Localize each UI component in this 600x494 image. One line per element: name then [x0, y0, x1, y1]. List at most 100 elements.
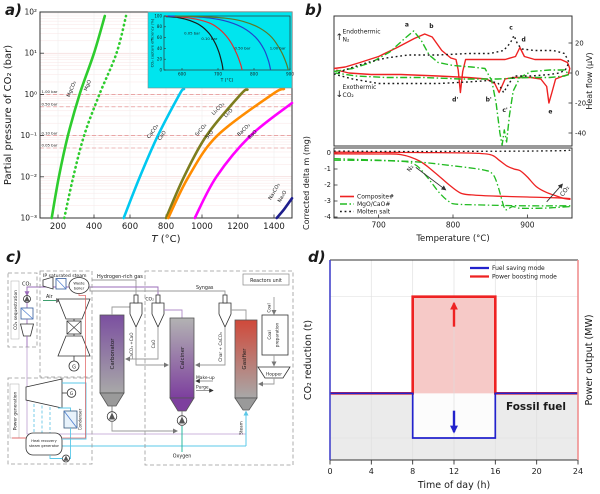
panel-d-chart: d) CO₂ reduction (t) Power output (MW) T…	[303, 248, 595, 491]
hf-tick-label: -20	[575, 99, 586, 107]
panel-b-chart: b) Heat flow (µV) Corrected delta m (mg)…	[302, 1, 594, 244]
peak-label-a: a	[405, 22, 409, 29]
legend-label: MgO/CaO#	[357, 201, 390, 208]
calciner-cone	[169, 397, 195, 412]
curve-label: CaO	[157, 130, 168, 142]
flue-gas-line	[62, 293, 86, 439]
gasifier-label: Gasifier	[242, 348, 248, 370]
a-x-axis-label: T (°C)	[151, 234, 180, 245]
carbonator-vessel	[99, 314, 125, 394]
coal-to-gasifier-line	[258, 378, 275, 387]
d-x-tick-label: 16	[490, 467, 500, 476]
panel-c-diagram: c) CO₂ sequestration CO₂	[6, 248, 294, 466]
gasifier-cone	[234, 397, 258, 411]
carbonator-label: Carbonator	[110, 338, 116, 370]
steam-turbine-icon	[25, 378, 63, 409]
hydrogen-rich-gas-line	[92, 279, 137, 295]
curve-label: BaO	[247, 129, 259, 141]
y-tick-label: 10⁰	[24, 90, 37, 99]
condensate-line	[69, 428, 71, 459]
peak-label-d: d	[522, 37, 526, 44]
hydrogen-rich-gas-label: Hydrogen-rich gas	[97, 274, 143, 280]
gt-compressor-icon	[57, 298, 91, 320]
endothermic-label: Endothermic	[343, 29, 381, 36]
endothermic-gas-label: N₂	[343, 37, 350, 44]
legend-label: Composite#	[357, 194, 394, 201]
panel-b-label: b)	[305, 1, 323, 19]
d-x-axis-label: Time of day (h)	[417, 480, 490, 491]
x-tick-label: 1000	[191, 222, 213, 232]
calciner-vessel	[169, 317, 195, 399]
feedwater-pump-impeller	[63, 455, 69, 461]
d-x-tick-label: 12	[449, 467, 459, 476]
pressure-line-label: 0.10 bar	[42, 130, 58, 135]
peak-label-e: e	[548, 109, 552, 116]
curve-BaCO3/BaO	[193, 101, 294, 220]
peak-label-b: b	[429, 23, 434, 30]
peak-label-d': d'	[452, 97, 458, 104]
reactors-unit: Reactors unit Hydrogen-rich gas Syngas C…	[97, 270, 294, 466]
y-tick-label: 10⁻³	[20, 214, 37, 223]
carbonator-cone	[99, 392, 125, 407]
peak-label-c': c'	[502, 107, 508, 114]
st-generator-icon	[66, 388, 77, 398]
main-steam-line	[62, 382, 87, 440]
curve-Li2CO3/Li2O	[166, 87, 286, 220]
tga-curve-MgO/CaO CO2 run	[333, 157, 571, 211]
inset-curve-label: 0.50 bar	[234, 45, 250, 50]
calciner-cyclone-outlet	[155, 294, 161, 304]
b-heatflow-axis-label: Heat flow (µV)	[585, 52, 594, 109]
steam-hx-diagonal	[55, 278, 67, 290]
calciner-riser	[164, 309, 183, 318]
curve-MgCO3	[50, 14, 107, 220]
feedwater-line	[49, 455, 63, 459]
d-right-axis-label: Power output (MW)	[584, 314, 595, 405]
inset-x-axis-label: T (°C)	[220, 78, 234, 84]
annotation-arrow	[546, 183, 563, 203]
hrsg-label-2: steam generator	[29, 444, 60, 448]
curve-MgO	[63, 14, 128, 220]
tga-curve-Composite CO2 run	[333, 151, 571, 201]
curve-CaCO3/CaO	[122, 87, 186, 220]
power-generation-box	[7, 377, 93, 465]
m-tick-label: -1	[324, 165, 331, 173]
d-x-tick-label: 20	[532, 467, 542, 476]
hrsg-label-1: Heat recovery	[31, 439, 57, 443]
d-x-tick-label: 8	[410, 467, 415, 476]
calciner-cyclone-icon	[151, 302, 165, 328]
b-top-frame	[333, 15, 573, 147]
x-tick-label: 600	[122, 222, 138, 232]
peak-label-b': b'	[486, 97, 492, 104]
curve-label: MgCO₃	[66, 80, 78, 98]
inset-curve-label: 0.05 bar	[184, 30, 200, 35]
inset-y-tick-label: 20	[157, 57, 163, 62]
gt-generator-label: G	[72, 364, 76, 370]
combustor-x2	[66, 320, 82, 335]
carbonator-cyclone-outlet	[133, 294, 139, 304]
b-mass-axis-label: Corrected delta m (mg)	[302, 136, 311, 230]
a-y-axis-label: Partial pressure of CO₂ (bar)	[3, 45, 14, 185]
co2-sequestration-unit: CO₂ sequestration CO₂	[7, 272, 38, 348]
waste-boiler-label-1: Waste	[73, 282, 85, 286]
st-generator-label: G	[70, 391, 74, 397]
fuel-saving-line	[330, 392, 578, 439]
hf-tick-label: 0	[575, 69, 579, 77]
co2-recycle-line	[26, 347, 246, 435]
inset-y-tick-label: 100	[154, 13, 162, 18]
y-tick-label: 10²	[24, 8, 37, 17]
annotation-label: N₂	[406, 163, 416, 173]
panel-a: a) Partial pressure of CO₂ (bar) T (°C) …	[0, 0, 300, 247]
exothermic-arrow-icon: ↓	[336, 90, 344, 100]
panel-c: c) CO₂ sequestration CO₂	[0, 247, 300, 494]
x-tick-label: 1200	[227, 222, 249, 232]
y-tick-label: 10⁻²	[20, 172, 37, 181]
gt-generator-icon	[68, 360, 80, 372]
m-tick-label: -3	[324, 197, 331, 205]
reactors-unit-box	[144, 270, 294, 466]
curve-label: Li₂O	[223, 108, 234, 119]
steam-label: Steam	[239, 421, 244, 435]
m-tick-label: 0	[327, 149, 331, 157]
exothermic-label: Exothermic	[343, 84, 377, 91]
ip-steam-label: IP saturated steam	[43, 273, 87, 279]
coal-preparation-label-1: Coal	[267, 330, 272, 339]
